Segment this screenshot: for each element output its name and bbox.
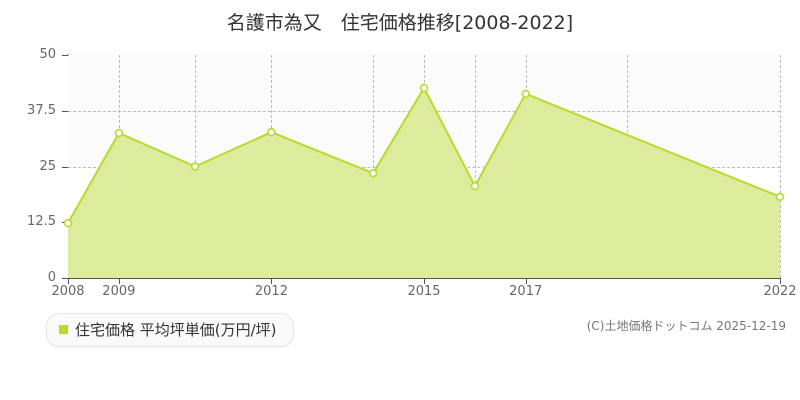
data-point-marker[interactable] (114, 128, 124, 138)
x-axis-tick-label: 2008 (51, 284, 85, 299)
chart-title: 名護市為又 住宅価格推移[2008-2022] (0, 8, 800, 35)
data-point-marker[interactable] (368, 168, 378, 178)
y-axis-tick-mark (62, 110, 68, 112)
y-axis-tick-label: 50 (39, 47, 56, 62)
y-axis-tick-mark (62, 55, 68, 56)
y-axis-tick-label: 0 (47, 270, 56, 285)
data-point-marker[interactable] (521, 89, 530, 98)
x-axis-tick-mark (780, 278, 781, 284)
data-point-marker[interactable] (190, 162, 200, 171)
x-axis-tick-label: 2017 (509, 284, 543, 299)
series-area-住宅価格 (63, 83, 785, 278)
x-axis-tick-mark (271, 278, 273, 284)
data-point-marker[interactable] (419, 83, 429, 93)
y-axis-tick-mark (62, 166, 68, 168)
x-axis-tick-mark (68, 278, 69, 284)
data-point-marker[interactable] (63, 218, 73, 228)
vertical-gridline (780, 55, 781, 278)
data-point-marker[interactable] (267, 127, 276, 137)
plot-area (63, 55, 785, 278)
y-axis-tick-label: 12.5 (27, 214, 56, 230)
legend-swatch-icon (59, 325, 68, 334)
chart-title-text: 名護市為又 住宅価格推移[2008-2022] (226, 12, 574, 34)
data-point-marker[interactable] (470, 181, 480, 191)
x-axis-tick-label: 2012 (254, 284, 288, 299)
series-area-fill (68, 88, 780, 278)
series-markers (63, 83, 785, 228)
x-axis-tick-label: 2009 (102, 284, 136, 299)
y-axis-tick-mark (62, 278, 68, 279)
data-point-marker[interactable] (775, 192, 785, 202)
x-axis-tick-mark (424, 278, 425, 284)
x-axis-tick-mark (525, 278, 527, 284)
legend[interactable]: 住宅価格 平均坪単価(万円/坪) (46, 313, 294, 347)
vertical-gridline (474, 55, 476, 278)
legend-label: 住宅価格 平均坪単価(万円/坪) (75, 321, 277, 339)
x-axis-tick-mark (118, 278, 120, 284)
x-axis-tick-label: 2022 (763, 284, 797, 299)
y-axis-tick-label: 25 (39, 158, 56, 174)
y-axis-tick-label: 37.5 (27, 102, 56, 118)
vertical-gridline (373, 55, 375, 278)
credit-text: (C)土地価格ドットコム 2025-12-19 (586, 319, 786, 333)
x-axis-tick-label: 2015 (407, 284, 441, 299)
